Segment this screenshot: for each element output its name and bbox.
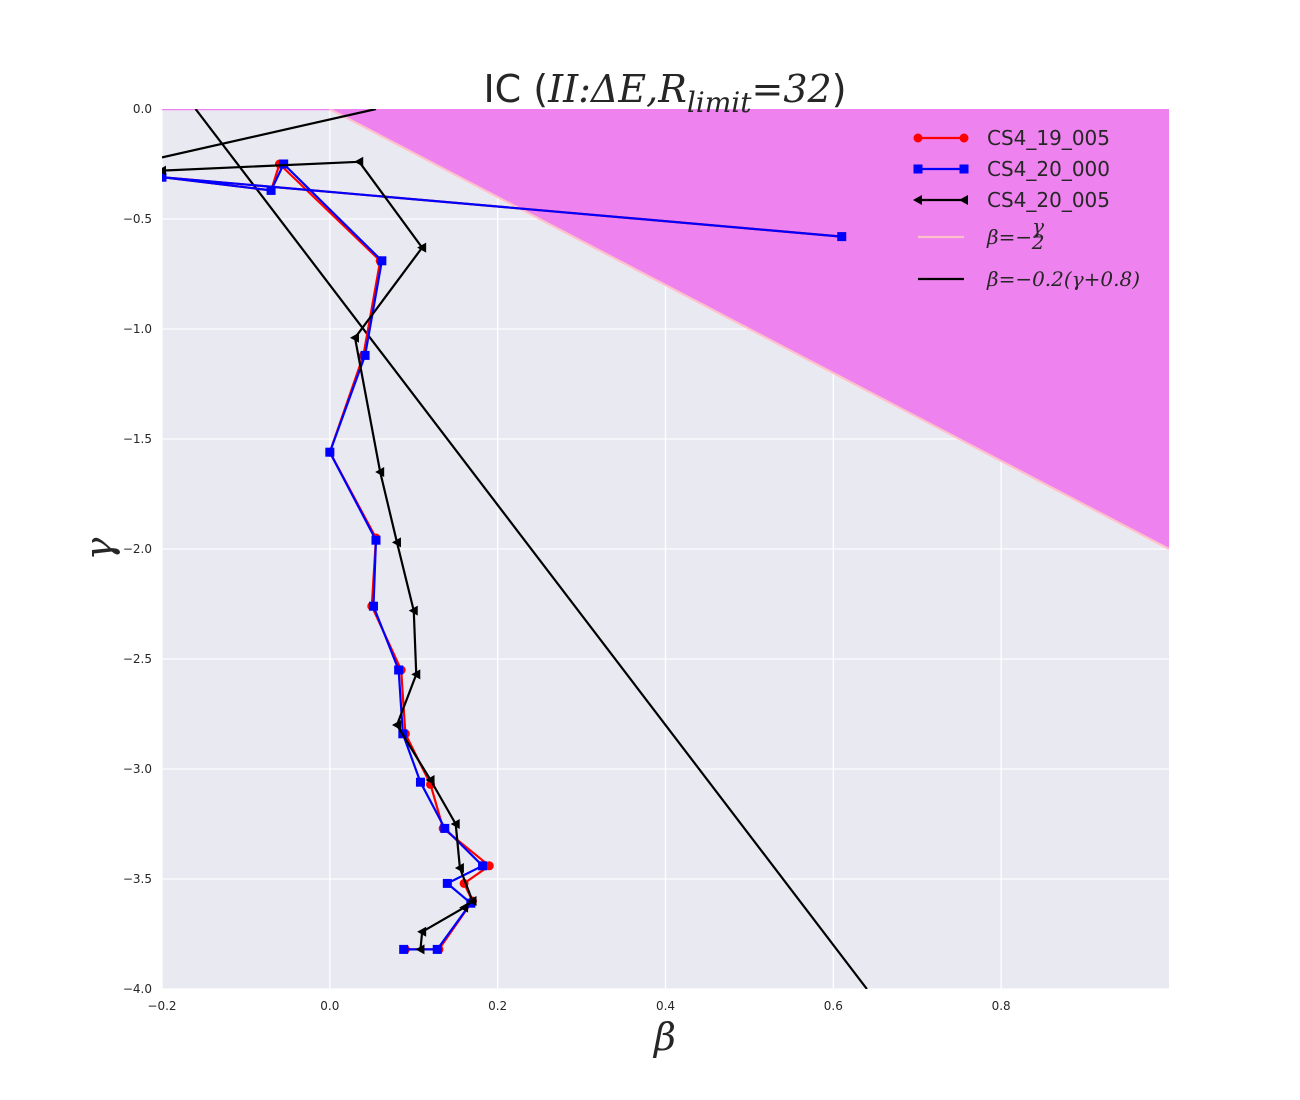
x-tick-label: 0.6 <box>824 999 843 1013</box>
legend-marker <box>959 133 969 143</box>
data-point <box>266 185 276 195</box>
series-line <box>162 160 474 950</box>
legend-label: CS4_20_000 <box>987 157 1110 181</box>
x-axis-label: β <box>652 1015 676 1059</box>
data-point <box>399 944 409 954</box>
chart-title-subscript: limit <box>687 86 752 119</box>
data-point <box>417 242 427 253</box>
y-axis-label: γ <box>77 537 121 560</box>
data-point <box>377 256 387 266</box>
data-point <box>837 232 847 242</box>
legend-marker <box>913 164 923 174</box>
x-tick-label: 0.8 <box>992 999 1011 1013</box>
data-point <box>442 878 452 888</box>
series-CS4_20_005 <box>162 156 477 955</box>
data-point <box>350 332 360 343</box>
chart-title-math-after: =32 <box>752 67 832 111</box>
legend-marker <box>959 195 968 205</box>
data-point <box>360 350 370 360</box>
data-point <box>417 926 427 937</box>
reference-line <box>329 109 1169 550</box>
data-point <box>354 156 364 167</box>
data-point <box>454 863 464 873</box>
data-point <box>459 902 469 913</box>
legend: CS4_19_005 CS4_20_000 CS4_20_005 β=− γ2 β=−0.… <box>913 126 1140 291</box>
data-point <box>325 447 335 457</box>
data-point <box>425 775 435 785</box>
data-point <box>391 720 401 730</box>
data-point <box>478 861 488 871</box>
y-tick-label: −2.0 <box>123 542 152 556</box>
data-point <box>415 944 425 955</box>
y-tick-label: −2.5 <box>123 652 152 666</box>
legend-fraction-den: 2 <box>1031 230 1045 254</box>
plot-area <box>162 109 1169 989</box>
legend-fraction-num: γ <box>1032 214 1044 238</box>
chart-title-math: II:ΔE,R <box>547 67 687 111</box>
legend-marker <box>913 195 922 205</box>
legend-label: CS4_20_005 <box>987 188 1110 212</box>
chart-title-suffix: ) <box>832 67 847 111</box>
y-tick-label: −1.0 <box>123 322 152 336</box>
x-tick-label: 0.0 <box>320 999 339 1013</box>
reference-line <box>194 109 868 989</box>
data-point <box>371 535 381 545</box>
data-point <box>432 944 442 954</box>
y-tick-label: −4.0 <box>123 982 152 996</box>
legend-marker <box>959 164 969 174</box>
x-tick-label: 0.4 <box>656 999 675 1013</box>
legend-label: β=− <box>986 225 1032 249</box>
chart-title: IC (II:ΔE,Rlimit=32) <box>483 67 846 119</box>
data-point <box>467 896 477 906</box>
data-point <box>279 159 289 169</box>
reference-line <box>162 109 377 159</box>
x-tick-label: 0.2 <box>488 999 507 1013</box>
chart-title-prefix: IC ( <box>483 67 548 111</box>
y-tick-label: −3.5 <box>123 872 152 886</box>
legend-marker <box>913 133 923 143</box>
tick-labels: −0.2 0.0 0.2 0.4 0.6 0.8 0.0 −0.5 −1.0 −1.5 −2.0 −2… <box>123 102 1011 1013</box>
y-tick-label: −1.5 <box>123 432 152 446</box>
data-point <box>408 605 418 616</box>
data-point <box>415 777 425 787</box>
x-tick-label: −0.2 <box>147 999 176 1013</box>
data-point <box>440 823 450 833</box>
data-point <box>450 819 460 829</box>
data-point <box>375 467 385 477</box>
y-tick-label: −3.0 <box>123 762 152 776</box>
data-point <box>391 537 401 548</box>
legend-label: β=−0.2(γ+0.8) <box>986 267 1140 291</box>
legend-label: CS4_19_005 <box>987 126 1110 150</box>
data-point <box>162 172 167 182</box>
y-tick-label: −0.5 <box>123 212 152 226</box>
y-tick-label: 0.0 <box>133 102 152 116</box>
data-point <box>394 665 404 675</box>
data-point <box>162 165 166 176</box>
data-point <box>411 669 421 680</box>
data-point <box>368 601 378 611</box>
